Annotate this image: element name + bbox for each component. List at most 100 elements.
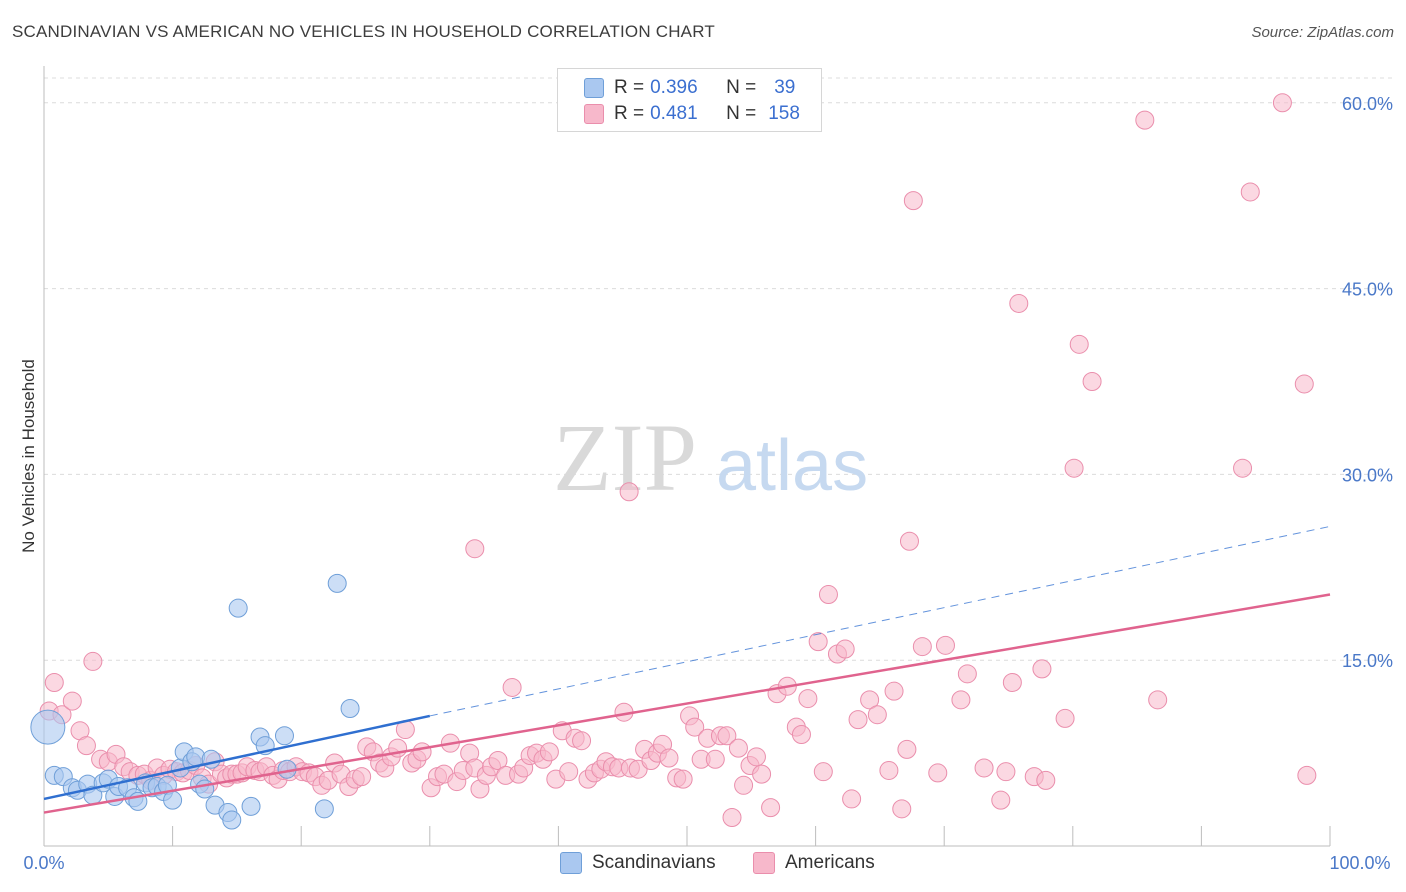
scandinavian-point	[241, 796, 261, 816]
american-point	[1148, 690, 1168, 710]
american-point	[903, 191, 923, 211]
scandinavian-point	[274, 726, 294, 746]
r-label: R =	[614, 77, 645, 98]
american-point	[1297, 765, 1317, 785]
american-point	[1002, 672, 1022, 692]
american-point	[1272, 93, 1292, 113]
american-point	[798, 689, 818, 709]
american-point	[879, 760, 899, 780]
x-tick-label: 0.0%	[23, 853, 64, 873]
american-point	[1240, 182, 1260, 202]
x-tick-label: 100.0%	[1329, 853, 1390, 873]
n-label: N =	[726, 103, 757, 124]
american-point	[746, 747, 766, 767]
legend-row-scandinavians: R = 0.396 N = 39	[584, 76, 795, 100]
american-point	[412, 742, 432, 762]
scandinavian-point	[195, 779, 215, 799]
bottom-legend: Scandinavians Americans	[0, 852, 1406, 878]
r-label: R =	[614, 103, 645, 124]
r-value: 0.481	[650, 103, 698, 124]
american-point	[974, 758, 994, 778]
american-point	[734, 775, 754, 795]
scandinavian-point	[327, 573, 347, 593]
n-value: 158	[768, 103, 800, 124]
legend-item-americans: Americans	[753, 852, 875, 874]
american-point	[996, 762, 1016, 782]
american-point	[884, 681, 904, 701]
scandinavian-point	[30, 709, 66, 745]
x-tick-labels: 0.0% 100.0%	[23, 853, 1390, 873]
american-point	[619, 482, 639, 502]
american-point	[951, 690, 971, 710]
scandinavian-point	[163, 790, 183, 810]
american-point	[897, 739, 917, 759]
american-point	[488, 751, 508, 771]
y-axis-label: No Vehicles in Household	[19, 359, 38, 553]
american-point	[722, 808, 742, 828]
american-point	[705, 749, 725, 769]
american-point	[465, 539, 485, 559]
americans-swatch	[584, 104, 604, 124]
scandinavians-trend-line	[43, 714, 431, 801]
american-point	[935, 635, 955, 655]
american-point	[685, 717, 705, 737]
scandinavians-legend-swatch	[560, 852, 582, 874]
watermark: ZIP atlas	[553, 404, 868, 511]
american-point	[1032, 659, 1052, 679]
chart-title: SCANDINAVIAN VS AMERICAN NO VEHICLES IN …	[12, 22, 715, 41]
y-tick-label: 60.0%	[1342, 94, 1393, 114]
american-point	[912, 637, 932, 657]
american-point	[892, 799, 912, 819]
american-point	[659, 748, 679, 768]
american-point	[835, 639, 855, 659]
american-point	[899, 531, 919, 551]
american-point	[572, 731, 592, 751]
grid-lines	[44, 77, 1392, 661]
scandinavian-point	[340, 699, 360, 719]
american-point	[1036, 770, 1056, 790]
american-point	[539, 742, 559, 762]
american-point	[808, 632, 828, 652]
n-label: N =	[726, 77, 757, 98]
american-point	[76, 736, 96, 756]
legend: R = 0.396 N = 39 R = 0.481 N = 158	[557, 68, 822, 132]
american-point	[352, 767, 372, 787]
american-point	[728, 738, 748, 758]
american-point	[928, 763, 948, 783]
american-point	[1082, 371, 1102, 391]
y-tick-labels: 15.0% 30.0% 45.0% 60.0%	[1342, 94, 1393, 671]
y-tick-label: 15.0%	[1342, 651, 1393, 671]
american-point	[818, 585, 838, 605]
scandinavians-trend-extension	[429, 525, 1331, 717]
legend-item-scandinavians: Scandinavians	[560, 852, 716, 874]
american-point	[867, 705, 887, 725]
scandinavian-point	[222, 810, 242, 830]
american-point	[848, 710, 868, 730]
american-point	[1069, 334, 1089, 354]
scandinavians-swatch	[584, 78, 604, 98]
american-point	[761, 798, 781, 818]
source-credit: Source: ZipAtlas.com	[1251, 24, 1394, 41]
data-points	[30, 93, 1317, 830]
american-point	[860, 690, 880, 710]
y-tick-label: 30.0%	[1342, 465, 1393, 485]
american-point	[842, 789, 862, 809]
american-point	[44, 672, 64, 692]
legend-label: Americans	[785, 852, 875, 873]
scandinavian-point	[314, 799, 334, 819]
americans-legend-swatch	[753, 852, 775, 874]
american-point	[791, 725, 811, 745]
american-point	[717, 726, 737, 746]
american-point	[1009, 293, 1029, 313]
n-value: 39	[774, 77, 796, 98]
american-point	[1064, 458, 1084, 478]
watermark-atlas: atlas	[716, 426, 868, 506]
american-point	[1294, 374, 1314, 394]
american-point	[83, 651, 103, 671]
american-point	[813, 762, 833, 782]
american-point	[559, 762, 579, 782]
y-tick-label: 45.0%	[1342, 280, 1393, 300]
american-point	[1135, 110, 1155, 130]
american-point	[673, 769, 693, 789]
american-point	[957, 664, 977, 684]
